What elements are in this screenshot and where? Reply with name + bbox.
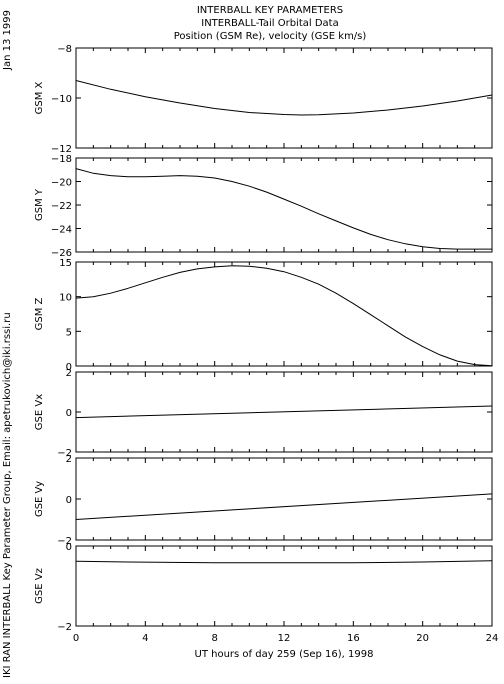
y-tick-label: −8 — [57, 44, 72, 55]
y-tick-label: −12 — [51, 144, 72, 155]
chart-title-line-2: INTERBALL-Tail Orbital Data — [201, 18, 339, 29]
chart-title-line-1: INTERBALL KEY PARAMETERS — [196, 5, 344, 16]
y-axis-label-gse-vy: GSE Vy — [34, 481, 45, 517]
y-tick-label: 0 — [66, 495, 72, 506]
y-tick-label: 0 — [66, 408, 72, 419]
y-tick-label: −22 — [51, 201, 72, 212]
x-axis-label: UT hours of day 259 (Sep 16), 1998 — [195, 649, 374, 660]
series-line-gse-vz — [75, 560, 493, 564]
series-line-gsm-y — [75, 168, 492, 250]
y-axis-label-gse-vx: GSE Vx — [34, 394, 45, 430]
x-tick-label: 0 — [73, 633, 79, 644]
y-tick-label: 0 — [66, 362, 72, 373]
series-line-gsm-x — [75, 80, 493, 116]
y-tick-label: −24 — [51, 225, 72, 236]
series-line-gse-vx — [75, 405, 493, 419]
y-tick-label: 2 — [66, 454, 72, 465]
y-tick-label: −18 — [51, 154, 72, 165]
x-tick-label: 8 — [211, 633, 217, 644]
x-tick-label: 12 — [278, 633, 291, 644]
y-tick-label: −2 — [57, 448, 72, 459]
x-tick-label: 20 — [416, 633, 429, 644]
panel-frame-gse-vz — [75, 545, 493, 627]
y-tick-label: −20 — [51, 178, 72, 189]
y-tick-label: 2 — [66, 368, 72, 379]
y-tick-label: −26 — [51, 248, 72, 259]
y-tick-label: 0 — [66, 542, 72, 553]
y-axis-label-gsm-y: GSM Y — [34, 188, 45, 221]
y-tick-label: 15 — [59, 258, 72, 269]
y-tick-label: −2 — [57, 622, 72, 633]
chart-title-line-3: Position (GSM Re), velocity (GSE km/s) — [173, 31, 367, 42]
panel-frame-gsm-x — [75, 47, 493, 149]
series-line-gse-vy — [75, 493, 493, 520]
x-tick-label: 24 — [486, 633, 499, 644]
y-axis-label-gsm-x: GSM X — [34, 81, 45, 114]
y-tick-label: 5 — [66, 327, 72, 338]
y-tick-label: −2 — [57, 536, 72, 547]
y-tick-label: 10 — [59, 293, 72, 304]
x-tick-label: 4 — [142, 633, 148, 644]
x-tick-label: 16 — [347, 633, 360, 644]
y-tick-label: −10 — [51, 94, 72, 105]
y-axis-label-gsm-z: GSM Z — [34, 297, 45, 330]
series-line-gsm-z — [75, 265, 493, 367]
panel-frame-gse-vy — [75, 457, 493, 541]
y-axis-label-gse-vz: GSE Vz — [34, 568, 45, 604]
panel-frame-gsm-y — [75, 157, 493, 253]
